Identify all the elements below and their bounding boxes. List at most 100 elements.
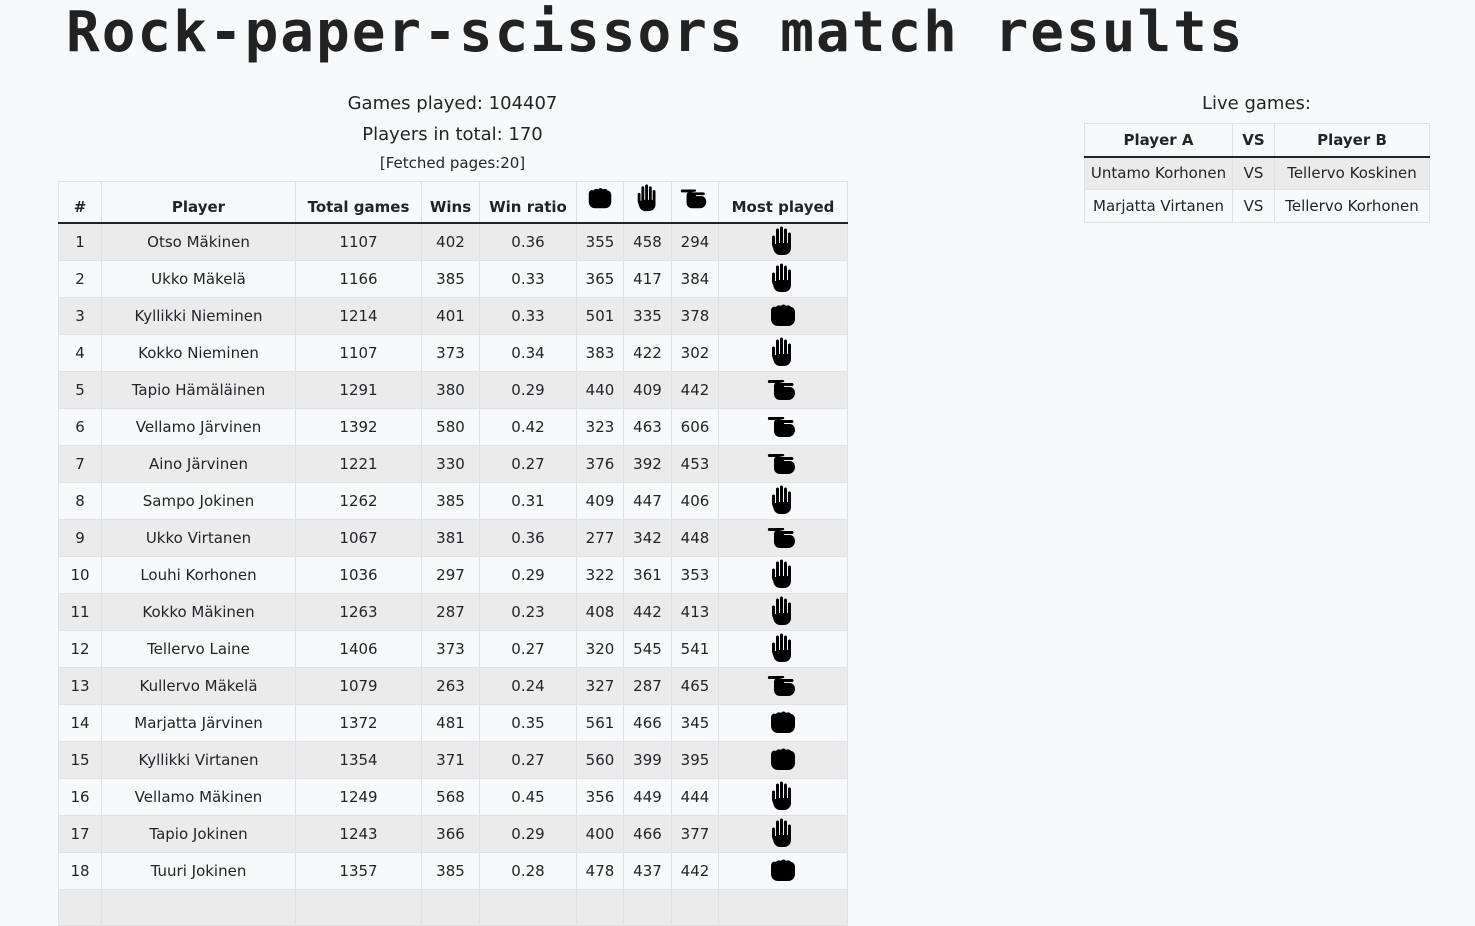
cell-wins: 371 [421,741,480,779]
cell-total-games: 1372 [295,704,422,742]
cell-total-games [295,889,422,926]
cell-paper-count [623,889,672,926]
cell-rock-count [576,889,624,926]
cell-most-played [718,889,848,926]
cell-win-ratio: 0.23 [479,593,577,631]
table-row: 14 Marjatta Järvinen 1372 481 0.35 561 466 345 [58,704,848,742]
cell-wins: 297 [421,556,480,594]
cell-scissors-count: 378 [671,297,719,335]
cell-most-played [718,630,848,668]
cell-paper-count: 545 [623,630,672,668]
cell-wins: 401 [421,297,480,335]
cell-paper-count: 342 [623,519,672,557]
cell-win-ratio: 0.34 [479,334,577,372]
cell-win-ratio: 0.36 [479,223,577,261]
cell-player: Ukko Virtanen [101,519,296,557]
cell-win-ratio: 0.29 [479,556,577,594]
cell-paper-count: 399 [623,741,672,779]
table-row: 9 Ukko Virtanen 1067 381 0.36 277 342 448 [58,519,848,557]
cell-paper-count: 417 [623,260,672,298]
cell-paper-count: 463 [623,408,672,446]
live-player-b: Tellervo Koskinen [1274,156,1430,190]
cell-most-played [718,408,848,446]
table-row: 12 Tellervo Laine 1406 373 0.27 320 545 541 [58,630,848,668]
cell-paper-count: 458 [623,223,672,261]
cell-rock-count: 478 [576,852,624,890]
rock-icon [767,742,799,778]
table-row: 6 Vellamo Järvinen 1392 580 0.42 323 463 606 [58,408,848,446]
cell-player: Tuuri Jokinen [101,852,296,890]
cell-rock-count: 383 [576,334,624,372]
cell-wins: 385 [421,852,480,890]
cell-player: Sampo Jokinen [101,482,296,520]
cell-rank: 1 [58,223,102,261]
table-row [58,889,848,926]
header-wins: Wins [421,181,480,224]
cell-paper-count: 409 [623,371,672,409]
cell-most-played [718,371,848,409]
cell-most-played [718,334,848,372]
table-row: 13 Kullervo Mäkelä 1079 263 0.24 327 287 465 [58,667,848,705]
cell-most-played [718,519,848,557]
cell-wins: 402 [421,223,480,261]
cell-most-played [718,556,848,594]
cell-total-games: 1354 [295,741,422,779]
cell-player: Vellamo Mäkinen [101,778,296,816]
cell-win-ratio: 0.27 [479,741,577,779]
cell-rank: 17 [58,815,102,853]
cell-scissors-count: 448 [671,519,719,557]
cell-paper-count: 392 [623,445,672,483]
cell-win-ratio: 0.29 [479,815,577,853]
fetched-pages: [Fetched pages:20] [379,154,526,172]
cell-paper-count: 449 [623,778,672,816]
cell-player: Ukko Mäkelä [101,260,296,298]
cell-rank: 18 [58,852,102,890]
cell-scissors-count: 406 [671,482,719,520]
cell-wins: 385 [421,260,480,298]
cell-scissors-count: 442 [671,371,719,409]
paper-icon [767,483,799,519]
cell-most-played [718,593,848,631]
scissors-icon [767,446,799,482]
table-row: 18 Tuuri Jokinen 1357 385 0.28 478 437 442 [58,852,848,890]
paper-icon [767,594,799,630]
cell-total-games: 1263 [295,593,422,631]
cell-scissors-count: 353 [671,556,719,594]
cell-total-games: 1249 [295,778,422,816]
cell-player: Kokko Mäkinen [101,593,296,631]
cell-rock-count: 400 [576,815,624,853]
cell-player: Marjatta Järvinen [101,704,296,742]
cell-most-played [718,260,848,298]
cell-most-played [718,852,848,890]
cell-total-games: 1107 [295,223,422,261]
header-paper [623,181,672,224]
cell-rank: 11 [58,593,102,631]
cell-wins [421,889,480,926]
header-most-played: Most played [718,181,848,224]
cell-win-ratio: 0.33 [479,297,577,335]
cell-rock-count: 408 [576,593,624,631]
header-player: Player [101,181,296,224]
cell-wins: 287 [421,593,480,631]
cell-rank [58,889,102,926]
paper-icon [633,182,663,216]
table-row: 4 Kokko Nieminen 1107 373 0.34 383 422 302 [58,334,848,372]
cell-most-played [718,482,848,520]
live-player-b: Tellervo Korhonen [1274,189,1430,223]
cell-wins: 366 [421,815,480,853]
cell-rock-count: 501 [576,297,624,335]
results-table: # Player Total games Wins Win ratio Most… [58,181,848,926]
cell-rank: 8 [58,482,102,520]
cell-win-ratio: 0.29 [479,371,577,409]
players-total: Players in total: 170 [362,124,543,145]
live-vs: VS [1232,189,1275,223]
cell-scissors-count: 302 [671,334,719,372]
cell-total-games: 1221 [295,445,422,483]
cell-scissors-count: 541 [671,630,719,668]
cell-most-played [718,815,848,853]
cell-rock-count: 323 [576,408,624,446]
cell-rank: 7 [58,445,102,483]
cell-rank: 16 [58,778,102,816]
cell-rock-count: 355 [576,223,624,261]
cell-wins: 481 [421,704,480,742]
